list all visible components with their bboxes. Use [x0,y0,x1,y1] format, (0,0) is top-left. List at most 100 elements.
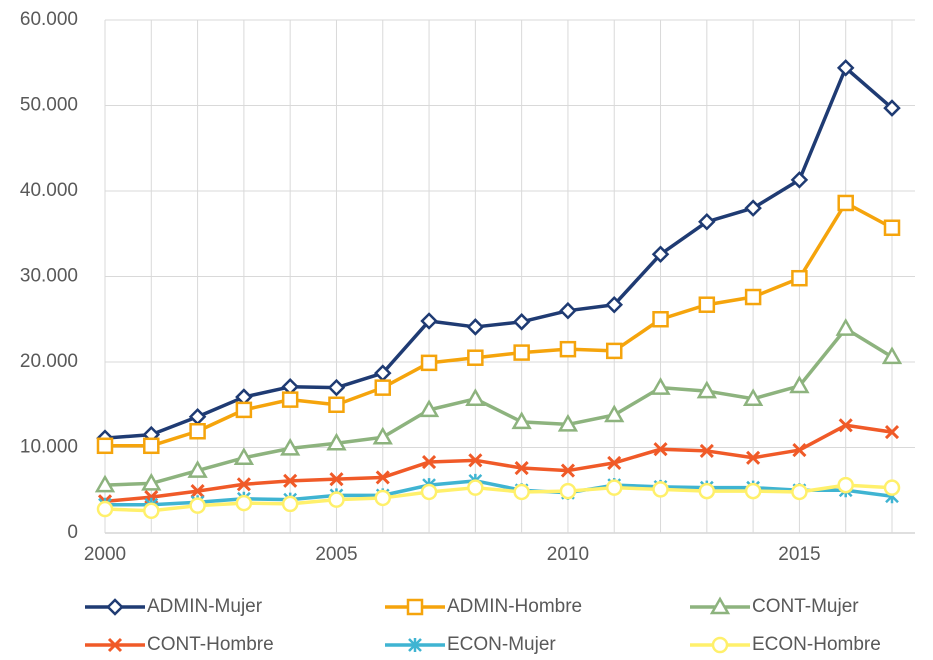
marker [651,245,670,264]
series [94,318,903,493]
y-tick-label: 10.000 [20,437,78,458]
marker [605,342,623,360]
marker [467,479,484,496]
marker [698,213,716,231]
series [97,418,900,509]
legend-item: ECON-Mujer [385,634,556,655]
marker [94,474,116,493]
marker [744,199,762,217]
series [96,194,901,455]
marker [789,375,810,394]
y-tick-label: 50.000 [20,95,78,116]
marker [326,432,347,451]
marker [513,344,530,361]
marker [327,378,346,397]
marker [836,59,855,77]
marker [511,411,532,430]
marker [420,354,438,372]
marker [281,391,299,408]
marker [835,318,856,336]
marker [375,470,390,485]
marker [653,442,668,457]
series [96,476,901,520]
marker [372,426,393,445]
marker [884,425,900,440]
marker [283,473,298,488]
marker [235,494,253,512]
marker [420,312,438,330]
marker [233,447,255,466]
marker [190,484,205,499]
legend-item: ECON-Hombre [690,634,881,655]
marker [883,479,901,496]
legend-item: ADMIN-Hombre [385,596,582,617]
marker [468,453,483,468]
marker [837,194,854,212]
marker [188,407,207,426]
marker [791,269,808,287]
series-line [105,479,893,507]
series-line [104,423,893,504]
marker [605,479,623,496]
legend-marker [711,636,729,654]
y-tick-label: 20.000 [20,351,78,372]
marker [512,313,531,331]
marker [236,477,251,492]
x-tick-label: 2000 [84,544,126,565]
marker [280,437,301,456]
marker [328,491,345,508]
legend-item: CONT-Mujer [690,596,859,617]
y-tick-label: 40.000 [20,180,78,201]
y-tick-label: 0 [67,522,78,543]
marker [559,340,577,358]
marker [189,423,206,440]
marker [699,443,714,458]
marker [143,437,160,455]
marker [328,396,345,413]
x-tick-label: 2005 [315,544,357,565]
y-tick-label: 30.000 [20,266,78,287]
marker [559,482,577,500]
marker [141,472,162,491]
marker [652,481,669,498]
marker [421,454,437,470]
marker [418,399,440,418]
series-line [104,66,894,440]
marker [374,489,392,507]
series [96,59,901,447]
marker [698,482,716,500]
marker [792,443,807,458]
marker [281,495,299,513]
legend-item: CONT-Hombre [85,634,274,655]
legend-marker [709,596,731,615]
legend-marker [107,637,123,653]
legend-label: ECON-Mujer [447,634,556,655]
marker [881,346,903,365]
marker [605,295,624,314]
marker [329,472,344,487]
legend-label: CONT-Hombre [147,634,274,655]
legend-label: ADMIN-Hombre [447,596,582,617]
marker [837,476,854,494]
legend-marker [408,638,422,652]
marker [746,450,761,465]
marker [652,311,669,328]
marker [790,171,809,189]
legend-item: ADMIN-Mujer [85,596,263,617]
legend-marker [106,598,124,616]
marker [742,388,764,407]
legend-marker [406,598,424,616]
series-line [104,326,893,487]
marker [744,482,762,500]
marker [696,380,717,399]
x-tick-label: 2010 [547,544,589,565]
marker [791,483,808,501]
y-tick-label: 60.000 [20,9,78,30]
marker [650,377,671,395]
x-tick-label: 2015 [778,544,820,565]
marker [838,418,853,433]
marker [143,502,160,520]
marker [466,318,485,336]
marker [465,388,486,407]
